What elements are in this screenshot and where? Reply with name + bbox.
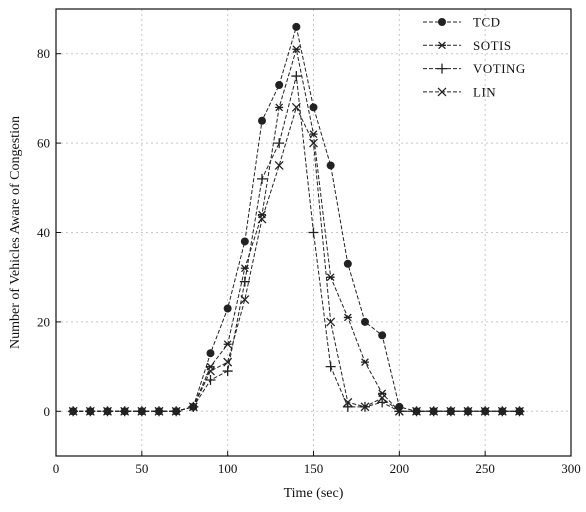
data-point-tcd (240, 237, 249, 246)
data-point-lin (360, 402, 370, 412)
data-point-tcd (258, 116, 266, 125)
data-point-lin (309, 138, 318, 148)
data-point-lin (377, 393, 387, 403)
series-markers (68, 22, 525, 417)
data-point-lin (171, 406, 181, 416)
data-point-tcd (206, 349, 215, 358)
data-point-voting (291, 71, 302, 82)
data-point-tcd (275, 80, 284, 89)
data-point-voting (325, 361, 336, 372)
data-point-lin (497, 406, 507, 416)
data-point-voting (239, 276, 250, 287)
x-axis-label: Time (sec) (284, 486, 344, 501)
x-tick-label: 150 (304, 461, 324, 476)
data-point-sotis (240, 264, 249, 273)
data-point-voting (222, 366, 233, 377)
legend-marker-sotis (438, 41, 446, 50)
data-point-lin (154, 406, 164, 416)
series-lines (73, 26, 520, 412)
y-tick-label: 80 (37, 46, 50, 61)
data-point-lin (188, 402, 198, 412)
data-point-voting (257, 173, 267, 184)
data-point-lin (326, 317, 336, 327)
data-point-lin (240, 295, 250, 305)
data-point-tcd (309, 103, 318, 112)
x-tick-label: 100 (218, 461, 238, 476)
data-point-sotis (326, 273, 335, 282)
data-point-tcd (378, 331, 387, 340)
data-point-tcd (223, 304, 232, 313)
x-tick-label: 50 (135, 461, 148, 476)
legend: TCD SOTIS VOTING LIN (423, 15, 526, 99)
x-tick-label: 250 (475, 461, 495, 476)
y-tick-label: 60 (37, 136, 50, 151)
legend-label-tcd: TCD (473, 15, 501, 30)
data-point-lin (206, 366, 215, 376)
data-point-tcd (361, 317, 369, 326)
data-point-sotis (343, 313, 352, 322)
data-point-sotis (275, 103, 284, 112)
data-point-lin (68, 406, 78, 416)
data-point-lin (223, 357, 233, 367)
data-point-lin (515, 406, 524, 416)
legend-label-lin: LIN (473, 84, 496, 99)
legend-marker-tcd (438, 18, 446, 26)
legend-marker-voting (437, 63, 447, 74)
series-line-lin (73, 105, 520, 412)
series-line-sotis (73, 49, 520, 412)
data-point-voting (274, 138, 285, 149)
data-point-lin (137, 406, 147, 416)
data-point-sotis (361, 358, 369, 366)
x-tick-label: 200 (390, 461, 410, 476)
data-point-lin (257, 214, 267, 224)
data-point-sotis (292, 45, 301, 54)
x-tick-label: 0 (53, 461, 60, 476)
data-point-voting (308, 227, 319, 238)
data-point-sotis (309, 130, 318, 139)
y-tick-label: 40 (37, 225, 50, 240)
legend-label-sotis: SOTIS (473, 38, 512, 53)
data-point-tcd (292, 22, 301, 31)
data-point-lin (480, 406, 490, 416)
y-tick-label: 0 (44, 404, 51, 419)
data-point-lin (394, 406, 404, 416)
data-point-lin (429, 406, 439, 416)
data-point-lin (120, 406, 130, 416)
series-line-voting (73, 75, 520, 412)
y-axis-label: Number of Vehicles Aware of Congestion (8, 116, 23, 349)
data-point-sotis (223, 340, 232, 349)
data-point-lin (103, 406, 112, 416)
legend-label-voting: VOTING (473, 61, 526, 76)
series-line-tcd (73, 26, 520, 412)
data-point-lin (85, 406, 95, 416)
data-point-voting (377, 397, 388, 408)
data-point-tcd (326, 161, 335, 170)
data-point-lin (446, 406, 456, 416)
data-point-voting (342, 401, 353, 412)
data-point-lin (291, 102, 301, 112)
axis-ticks: 0 50 100 150 200 250 300 0 20 40 60 80 (37, 46, 581, 476)
x-tick-label: 300 (561, 461, 581, 476)
data-point-tcd (343, 259, 352, 268)
legend-marker-lin (437, 87, 447, 97)
y-tick-label: 20 (37, 314, 50, 329)
data-point-lin (343, 397, 353, 407)
data-point-lin (412, 406, 421, 416)
data-point-lin (274, 160, 284, 170)
data-point-voting (205, 375, 216, 386)
data-point-lin (463, 406, 473, 416)
